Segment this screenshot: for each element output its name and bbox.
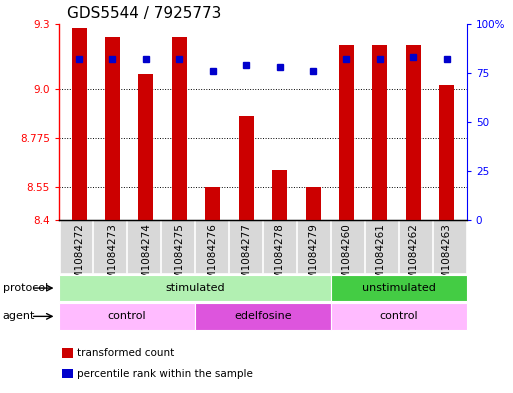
Bar — [71, 28, 87, 220]
Text: control: control — [108, 311, 146, 321]
Bar — [272, 170, 287, 220]
Text: edelfosine: edelfosine — [234, 311, 292, 321]
Bar — [139, 74, 153, 220]
Bar — [306, 187, 321, 220]
Text: control: control — [380, 311, 418, 321]
Bar — [339, 46, 354, 220]
Text: transformed count: transformed count — [77, 348, 174, 358]
Text: protocol: protocol — [3, 283, 48, 293]
Text: GDS5544 / 7925773: GDS5544 / 7925773 — [67, 6, 222, 21]
Bar — [105, 37, 120, 220]
Text: percentile rank within the sample: percentile rank within the sample — [77, 369, 253, 379]
Bar — [372, 46, 387, 220]
Bar — [205, 187, 220, 220]
Bar — [439, 85, 455, 220]
Bar — [172, 37, 187, 220]
Bar — [406, 46, 421, 220]
Text: stimulated: stimulated — [165, 283, 225, 293]
Text: unstimulated: unstimulated — [362, 283, 436, 293]
Text: agent: agent — [3, 311, 35, 321]
Bar — [239, 116, 254, 220]
